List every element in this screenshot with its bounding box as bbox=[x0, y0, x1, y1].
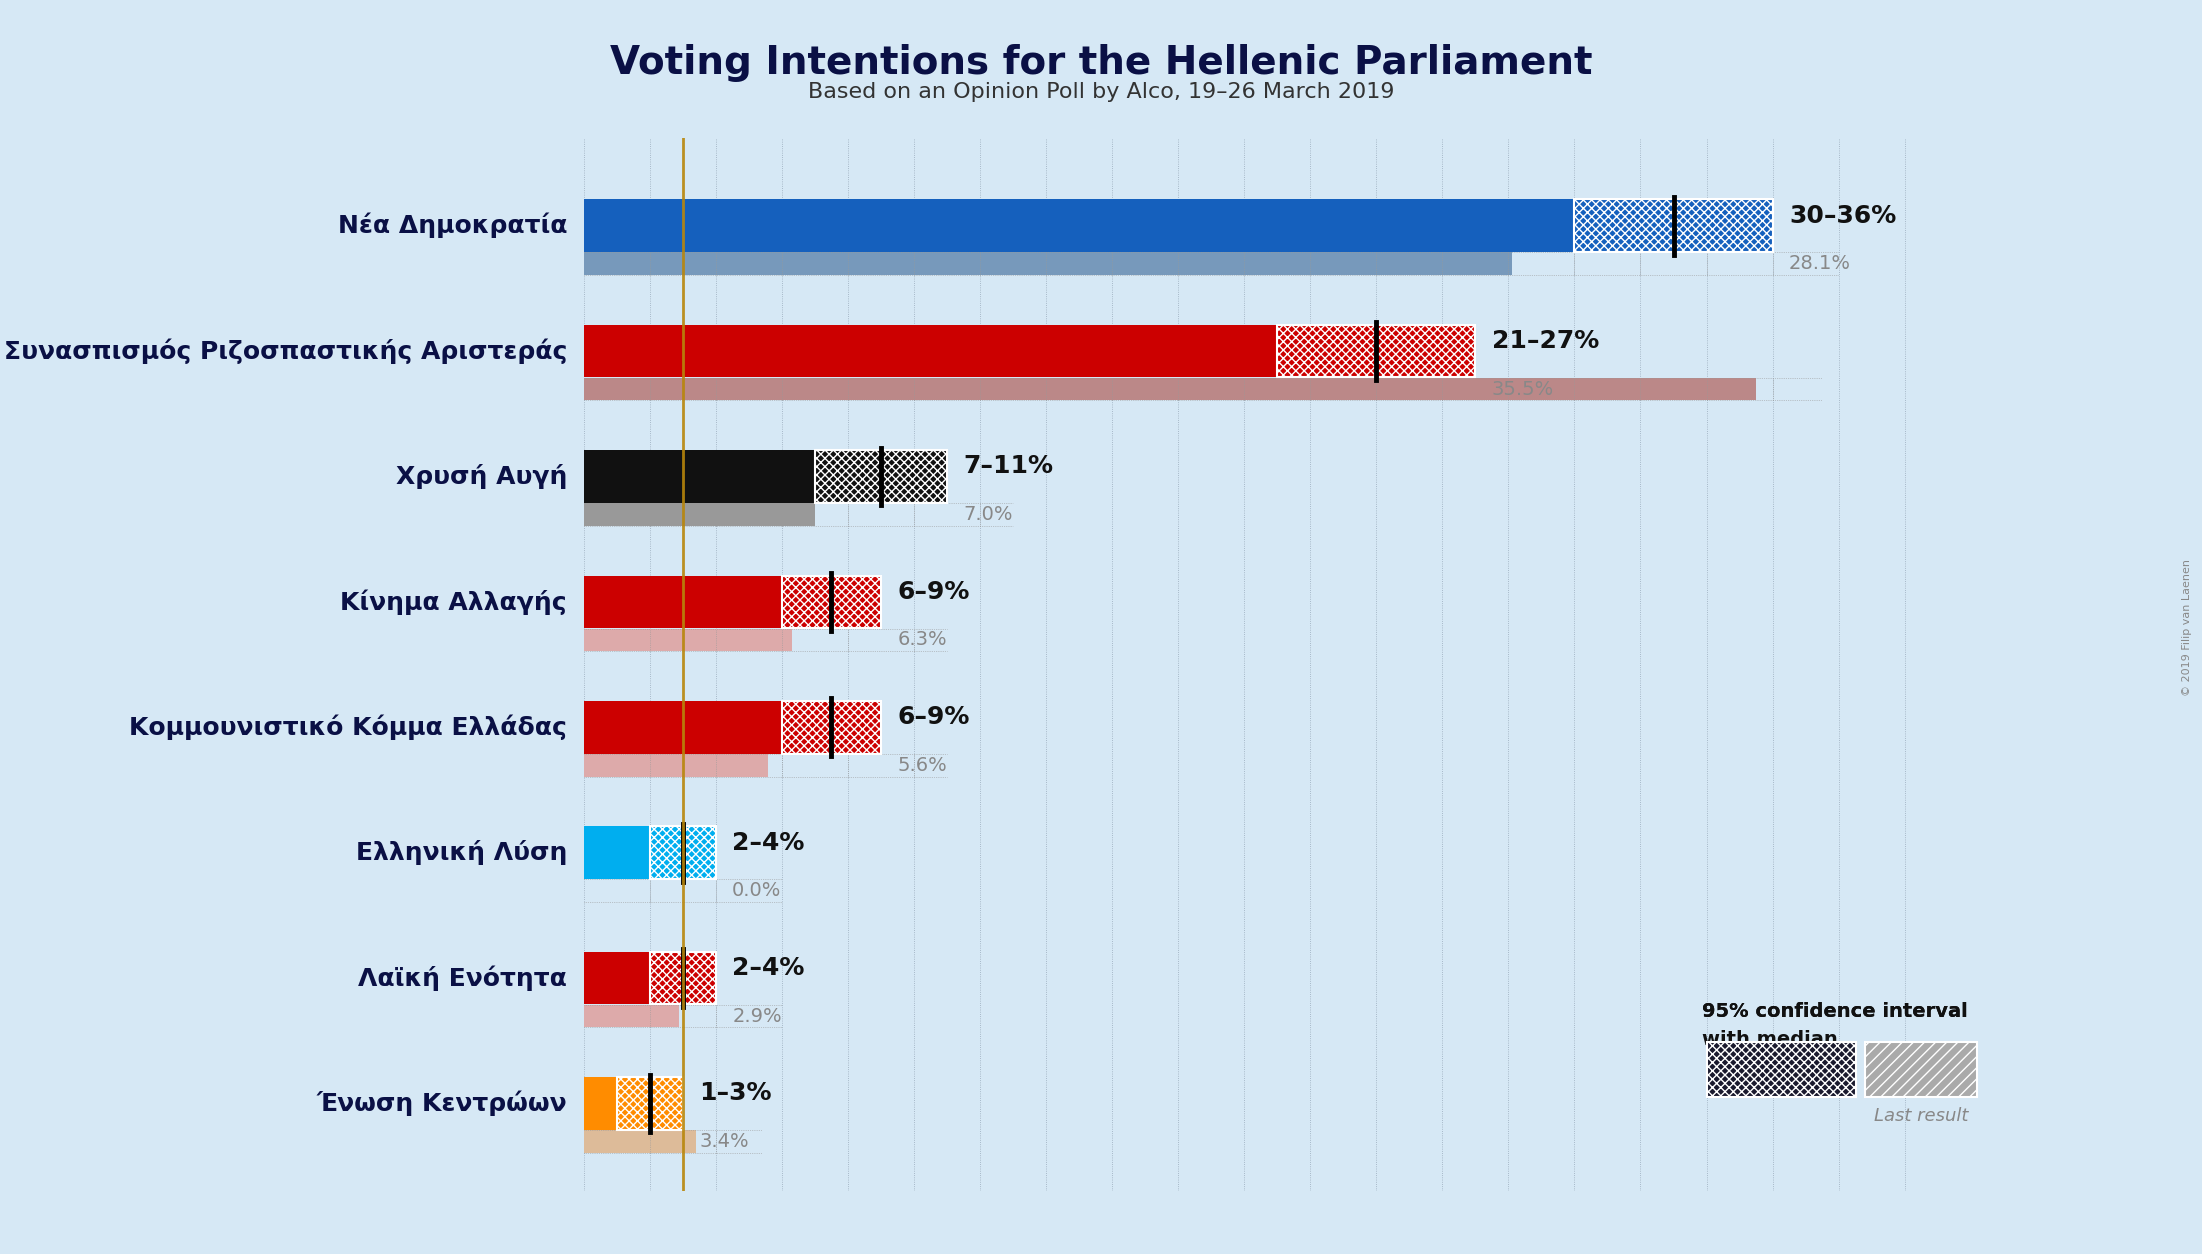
Text: 0.0%: 0.0% bbox=[731, 882, 782, 900]
Text: 30–36%: 30–36% bbox=[1788, 203, 1896, 228]
Bar bbox=[584, 754, 768, 776]
Text: Based on an Opinion Poll by Alco, 19–26 March 2019: Based on an Opinion Poll by Alco, 19–26 … bbox=[808, 82, 1394, 102]
Bar bbox=[584, 1077, 617, 1130]
Bar bbox=[617, 1077, 683, 1130]
Text: Last result: Last result bbox=[1874, 1107, 1969, 1125]
Text: 35.5%: 35.5% bbox=[1493, 380, 1555, 399]
Bar bbox=[1574, 199, 1773, 252]
Bar bbox=[584, 826, 650, 879]
Text: Λαϊκή Ενότητα: Λαϊκή Ενότητα bbox=[359, 966, 568, 991]
Text: with median: with median bbox=[1702, 1030, 1839, 1050]
Text: 28.1%: 28.1% bbox=[1788, 255, 1852, 273]
Text: 95% confidence interval: 95% confidence interval bbox=[1702, 1002, 1969, 1022]
Bar bbox=[650, 952, 716, 1004]
Text: 95% confidence interval: 95% confidence interval bbox=[1702, 1002, 1969, 1022]
Text: 2.9%: 2.9% bbox=[731, 1007, 782, 1026]
Bar bbox=[584, 1004, 678, 1027]
Text: 3.4%: 3.4% bbox=[700, 1132, 749, 1151]
Text: © 2019 Filip van Laenen: © 2019 Filip van Laenen bbox=[2182, 558, 2191, 696]
Text: Κομμουνιστικό Κόμμα Ελλάδας: Κομμουνιστικό Κόμμα Ελλάδας bbox=[130, 715, 568, 740]
Bar bbox=[584, 952, 650, 1004]
Bar bbox=[584, 576, 782, 628]
Bar bbox=[584, 450, 815, 503]
Text: Χρυσή Αυγή: Χρυσή Αυγή bbox=[396, 464, 568, 489]
Text: 6–9%: 6–9% bbox=[898, 705, 969, 730]
Bar bbox=[584, 199, 1574, 252]
Bar bbox=[782, 701, 881, 754]
Text: 2–4%: 2–4% bbox=[731, 956, 804, 981]
Bar bbox=[584, 377, 1757, 400]
Bar bbox=[815, 450, 947, 503]
Bar bbox=[1277, 325, 1475, 377]
Text: Κίνημα Αλλαγής: Κίνημα Αλλαγής bbox=[341, 589, 568, 614]
Text: 2–4%: 2–4% bbox=[731, 830, 804, 855]
Text: 7–11%: 7–11% bbox=[964, 454, 1053, 479]
Text: Νέα Δημοκρατία: Νέα Δημοκρατία bbox=[337, 213, 568, 238]
Bar bbox=[584, 252, 1511, 275]
Bar bbox=[584, 325, 1277, 377]
Text: 21–27%: 21–27% bbox=[1493, 329, 1599, 354]
Bar bbox=[584, 503, 815, 525]
Text: 6–9%: 6–9% bbox=[898, 579, 969, 604]
Text: Ένωση Κεντρώων: Ένωση Κεντρώων bbox=[317, 1091, 568, 1116]
Bar bbox=[650, 826, 716, 879]
Text: 7.0%: 7.0% bbox=[964, 505, 1013, 524]
Text: Ελληνική Λύση: Ελληνική Λύση bbox=[357, 840, 568, 865]
Bar bbox=[584, 1130, 696, 1152]
Text: 6.3%: 6.3% bbox=[898, 631, 947, 650]
Text: Συνασπισμός Ριζοσπαστικής Αριστεράς: Συνασπισμός Ριζοσπαστικής Αριστεράς bbox=[4, 339, 568, 364]
Bar bbox=[782, 576, 881, 628]
Bar bbox=[584, 628, 791, 651]
Bar bbox=[584, 701, 782, 754]
Text: 5.6%: 5.6% bbox=[898, 756, 947, 775]
Text: 1–3%: 1–3% bbox=[700, 1081, 771, 1106]
Text: Voting Intentions for the Hellenic Parliament: Voting Intentions for the Hellenic Parli… bbox=[610, 44, 1592, 82]
